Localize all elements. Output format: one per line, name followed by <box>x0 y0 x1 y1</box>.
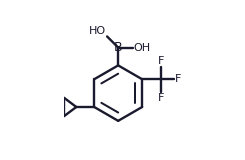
Text: F: F <box>158 93 164 103</box>
Text: F: F <box>174 74 181 84</box>
Text: HO: HO <box>89 26 107 36</box>
Text: B: B <box>114 41 122 54</box>
Text: OH: OH <box>134 43 151 52</box>
Text: F: F <box>158 56 164 66</box>
